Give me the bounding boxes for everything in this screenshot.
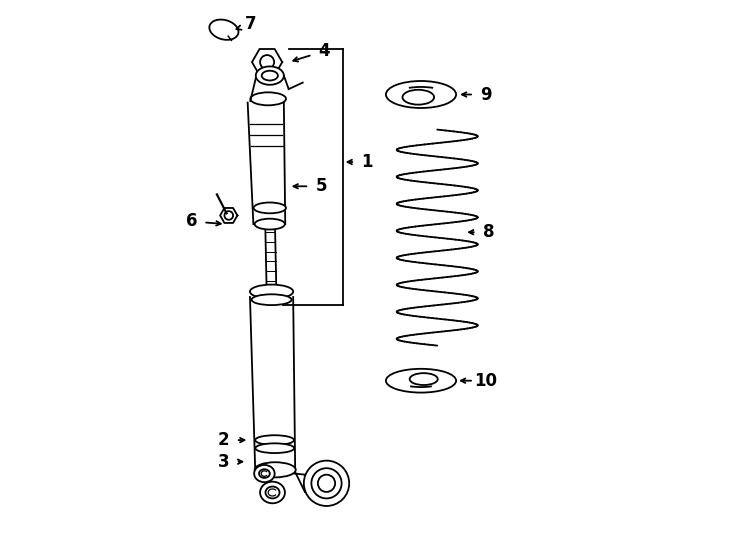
Ellipse shape bbox=[266, 487, 280, 498]
Ellipse shape bbox=[386, 369, 456, 393]
Ellipse shape bbox=[304, 461, 349, 506]
Ellipse shape bbox=[254, 465, 275, 482]
Text: 5: 5 bbox=[316, 177, 327, 195]
Text: 7: 7 bbox=[245, 15, 257, 33]
Ellipse shape bbox=[255, 219, 285, 230]
Ellipse shape bbox=[255, 462, 296, 477]
Ellipse shape bbox=[255, 443, 294, 453]
Ellipse shape bbox=[262, 71, 278, 80]
Text: 2: 2 bbox=[218, 431, 230, 449]
Ellipse shape bbox=[260, 482, 285, 503]
Ellipse shape bbox=[250, 285, 293, 299]
Text: 3: 3 bbox=[218, 453, 230, 471]
Text: 6: 6 bbox=[186, 212, 197, 231]
Ellipse shape bbox=[250, 92, 286, 105]
Ellipse shape bbox=[252, 294, 291, 305]
Ellipse shape bbox=[255, 66, 284, 85]
Ellipse shape bbox=[255, 435, 294, 445]
Ellipse shape bbox=[386, 81, 456, 108]
Ellipse shape bbox=[253, 202, 286, 213]
Ellipse shape bbox=[318, 475, 335, 492]
Text: 8: 8 bbox=[483, 223, 494, 241]
Text: 10: 10 bbox=[474, 372, 498, 390]
Ellipse shape bbox=[311, 468, 341, 498]
Text: 1: 1 bbox=[361, 153, 373, 171]
Text: 4: 4 bbox=[318, 42, 330, 60]
Ellipse shape bbox=[259, 469, 270, 478]
Text: 9: 9 bbox=[480, 85, 492, 104]
